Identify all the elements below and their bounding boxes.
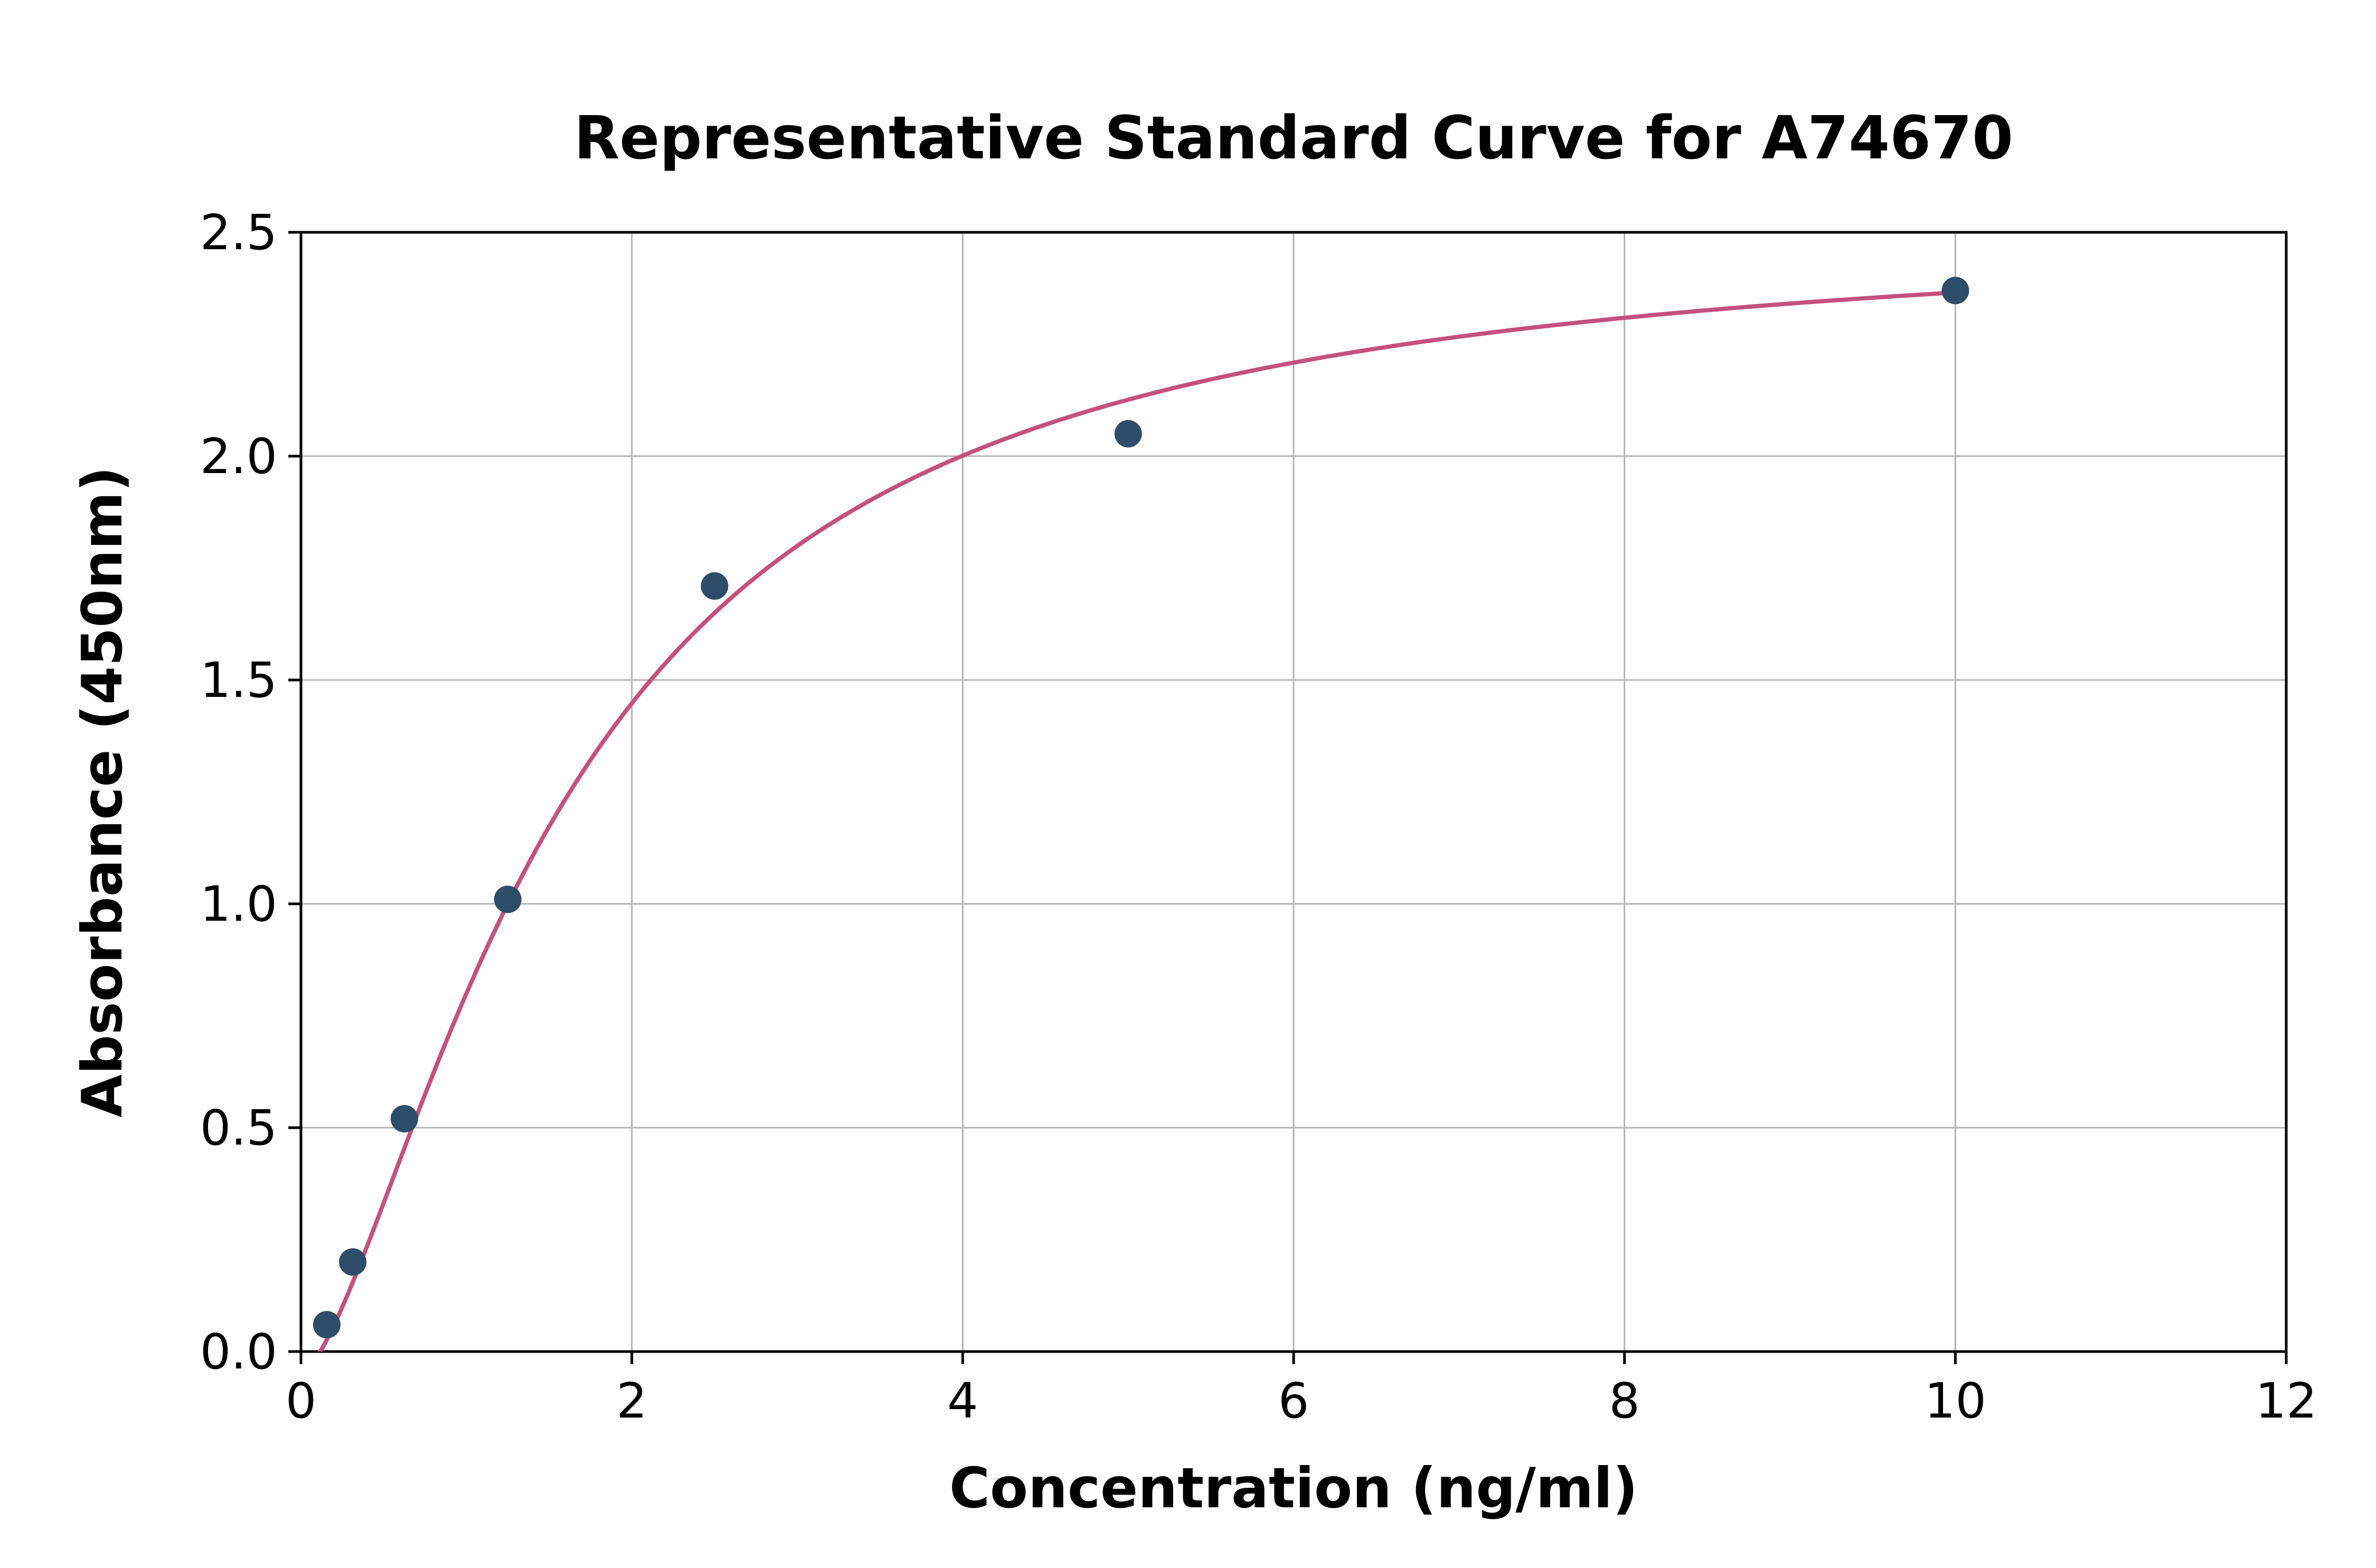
series-layer bbox=[313, 277, 1969, 1352]
y-tick-label: 0.5 bbox=[200, 1100, 277, 1156]
x-tick-label: 0 bbox=[286, 1373, 317, 1429]
chart-title: Representative Standard Curve for A74670 bbox=[574, 104, 2013, 173]
y-tick-label: 1.5 bbox=[200, 652, 277, 709]
x-tick-label: 2 bbox=[616, 1373, 647, 1429]
y-tick-label: 2.5 bbox=[200, 204, 277, 261]
x-tick-label: 8 bbox=[1609, 1373, 1640, 1429]
grid-layer bbox=[300, 231, 2287, 1353]
data-point bbox=[390, 1105, 418, 1133]
data-point bbox=[339, 1248, 367, 1276]
fit-curve bbox=[317, 290, 1958, 1352]
y-tick-label: 1.0 bbox=[200, 876, 277, 932]
x-tick-label: 6 bbox=[1278, 1373, 1309, 1429]
x-tick-label: 12 bbox=[2255, 1373, 2317, 1429]
data-point bbox=[1114, 420, 1142, 448]
tick-layer: 0 2 4 6 8 10 12 0.0 0.5 1.0 1.5 2.0 2.5 bbox=[200, 204, 2317, 1429]
y-axis-label: Absorbance (450nm) bbox=[70, 467, 135, 1118]
data-point bbox=[494, 885, 522, 913]
x-tick-label: 10 bbox=[1925, 1373, 1986, 1429]
x-axis-label: Concentration (ng/ml) bbox=[949, 1456, 1638, 1520]
y-tick-label: 2.0 bbox=[200, 428, 277, 485]
data-point bbox=[1941, 277, 1969, 305]
data-point bbox=[701, 572, 729, 600]
y-tick-label: 0.0 bbox=[200, 1324, 277, 1380]
data-point bbox=[313, 1311, 341, 1339]
x-tick-label: 4 bbox=[947, 1373, 978, 1429]
